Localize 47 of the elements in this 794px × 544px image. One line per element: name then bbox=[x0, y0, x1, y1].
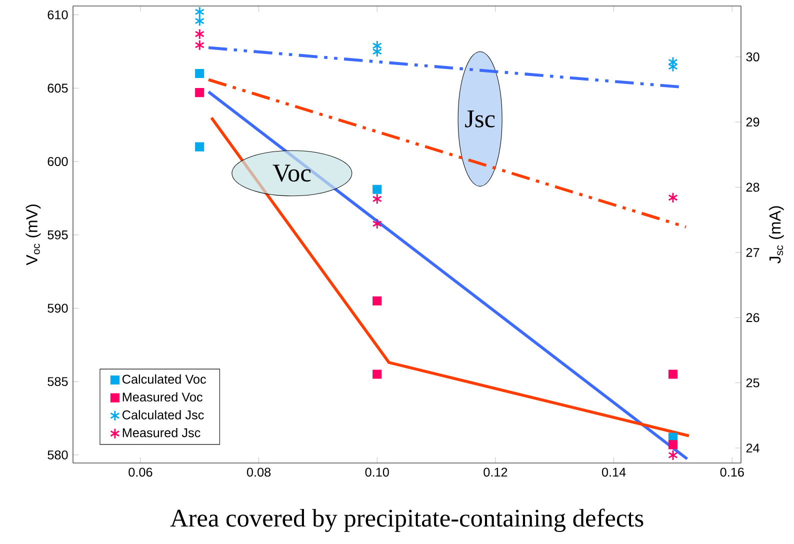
y2-axis-title: J$_{sc}$ (mA) bbox=[768, 206, 784, 264]
annotation: Voc bbox=[272, 164, 311, 182]
point bbox=[195, 88, 204, 98]
point bbox=[194, 40, 205, 51]
point bbox=[372, 184, 382, 194]
y2-tick-label: 26 bbox=[746, 313, 760, 322]
point bbox=[372, 46, 382, 58]
x-tick-label: 0.12 bbox=[484, 468, 508, 477]
point bbox=[194, 6, 205, 18]
y-tick-label: 605 bbox=[48, 84, 68, 93]
x-tick-label: 0.10 bbox=[365, 468, 389, 477]
y-tick-label: 590 bbox=[48, 304, 68, 313]
y-tick-label: 585 bbox=[48, 377, 68, 386]
x-tick-label: 0.08 bbox=[246, 468, 271, 477]
annotation: Jsc bbox=[465, 110, 495, 128]
legend-label: Calculated Jsc bbox=[122, 410, 204, 420]
point bbox=[195, 68, 204, 78]
legend-label: Measured Voc bbox=[122, 392, 202, 402]
y-tick-label: 610 bbox=[48, 10, 68, 20]
y-tick-label: 600 bbox=[48, 157, 68, 166]
point bbox=[668, 450, 678, 461]
x-axis-title: Area covered by precipitate-containing defects bbox=[170, 508, 644, 532]
point bbox=[668, 192, 678, 204]
point bbox=[668, 370, 678, 379]
point bbox=[195, 142, 204, 152]
y2-tick-label: 28 bbox=[746, 182, 760, 192]
y2-tick-label: 25 bbox=[746, 378, 760, 388]
x-tick-label: 0.14 bbox=[602, 468, 626, 477]
y-tick-label: 595 bbox=[48, 230, 68, 240]
point bbox=[194, 28, 205, 40]
x-tick-label: 0.16 bbox=[720, 468, 744, 477]
point bbox=[668, 440, 678, 450]
point bbox=[372, 296, 382, 306]
y2-tick-label: 30 bbox=[746, 52, 760, 62]
legend-label: Measured Jsc bbox=[122, 428, 200, 438]
y2-tick-label: 24 bbox=[746, 444, 760, 452]
point bbox=[194, 15, 205, 27]
y2-tick-label: 27 bbox=[746, 248, 760, 257]
x-tick-label: 0.06 bbox=[128, 468, 152, 477]
point bbox=[372, 370, 382, 379]
y2-tick-label: 29 bbox=[746, 118, 760, 127]
point bbox=[372, 218, 382, 230]
point bbox=[372, 40, 382, 52]
point bbox=[372, 193, 382, 205]
legend-label: Calculated Voc bbox=[122, 374, 206, 384]
y-axis-title: V$_{oc}$ (mV) bbox=[26, 204, 41, 266]
y-tick-label: 580 bbox=[48, 450, 68, 460]
